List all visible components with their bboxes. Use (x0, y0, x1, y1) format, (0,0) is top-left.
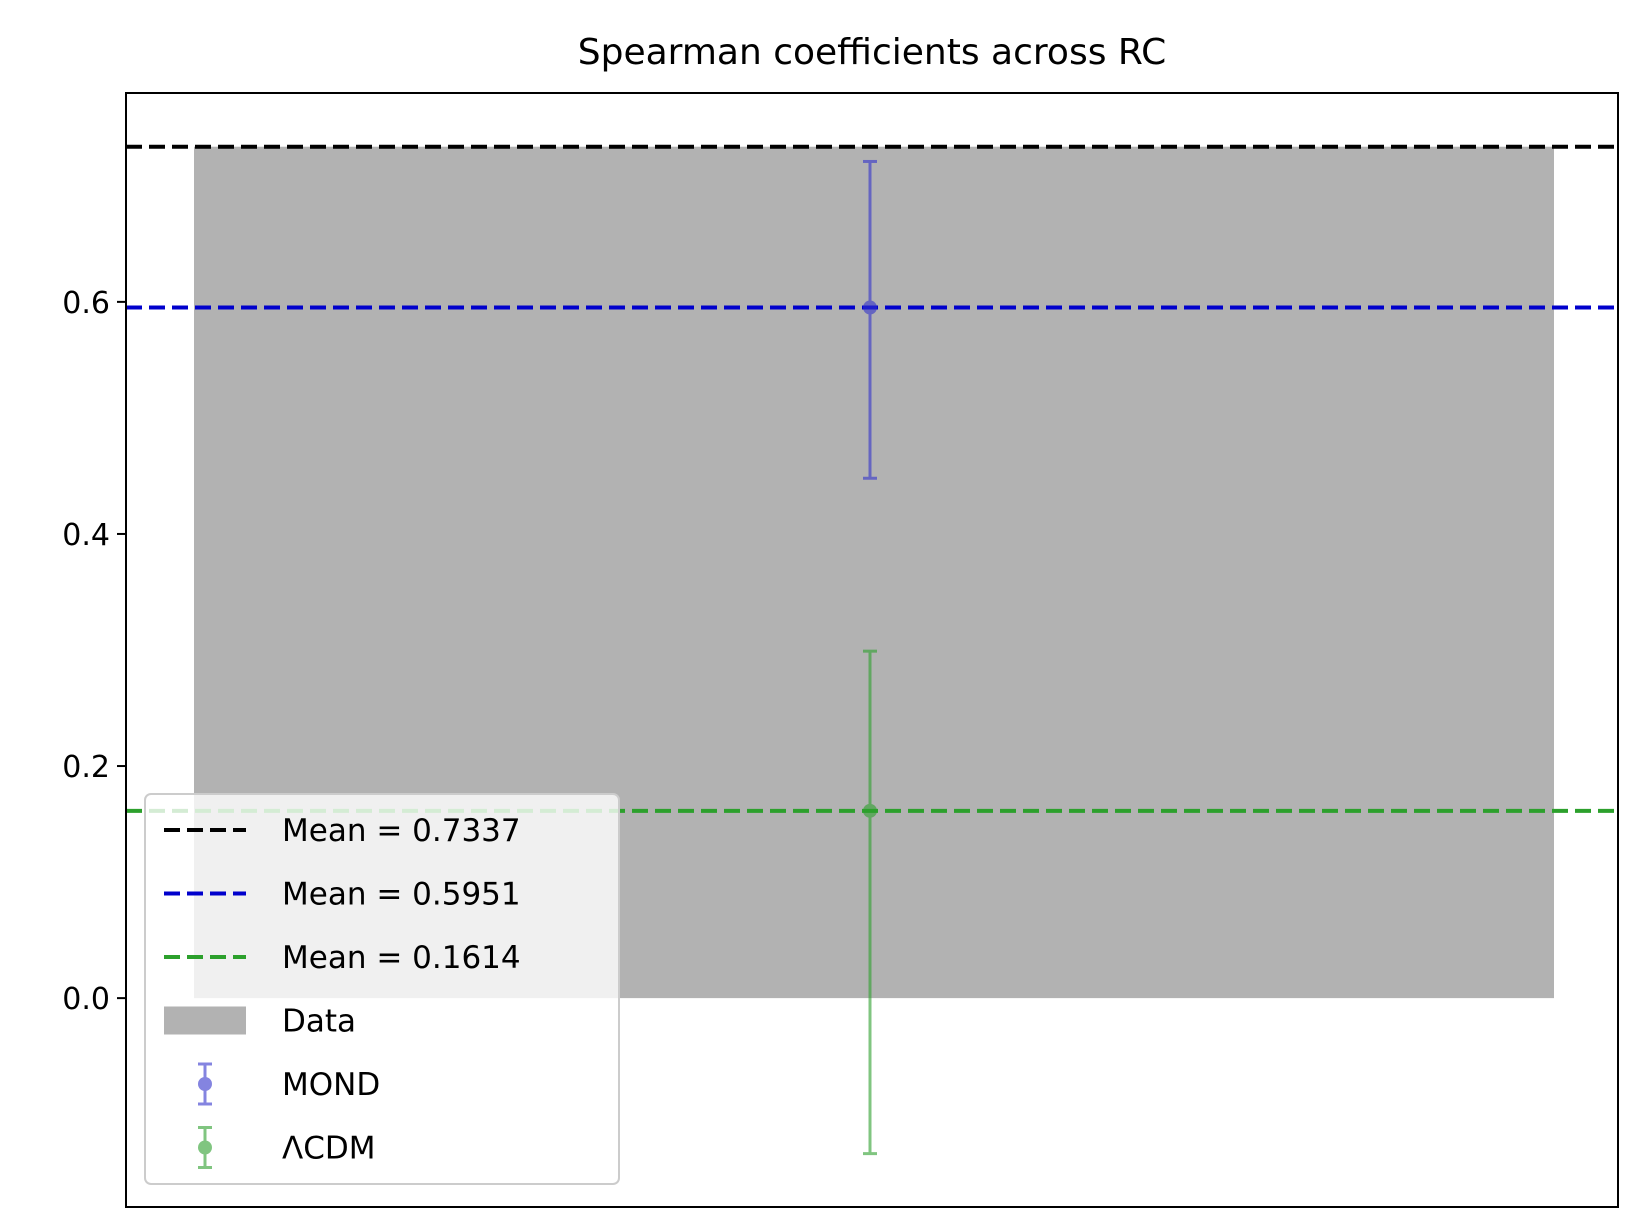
y-tick-label: 0.6 (62, 286, 110, 321)
y-axis: 0.0 0.2 0.4 0.6 (62, 286, 126, 1017)
svg-text:Mean = 0.7337: Mean = 0.7337 (282, 813, 521, 849)
y-tick-label: 0.2 (62, 750, 110, 785)
svg-text:ΛCDM: ΛCDM (282, 1131, 375, 1167)
svg-text:Mean = 0.1614: Mean = 0.1614 (282, 940, 521, 976)
legend: Mean = 0.7337 Mean = 0.5951 Mean = 0.1614 D… (144, 793, 620, 1185)
errorbar-cdm (863, 649, 877, 1156)
legend-item-data: Data (164, 1004, 356, 1040)
svg-text:MOND: MOND (282, 1067, 380, 1103)
y-tick-label: 0.4 (62, 518, 110, 553)
legend-item-mond: MOND (198, 1062, 380, 1106)
chart-title: Spearman coefficients across RC (578, 32, 1167, 73)
svg-text:Mean = 0.5951: Mean = 0.5951 (282, 877, 521, 913)
plot-frame (125, 92, 1619, 1208)
errorbar-mond (863, 159, 877, 480)
y-tick-label: 0.0 (62, 982, 110, 1017)
svg-text:Data: Data (282, 1004, 356, 1040)
legend-item-cdm: ΛCDM (198, 1126, 375, 1169)
legend-item-mean-0: Mean = 0.7337 (164, 813, 521, 849)
legend-item-mean-1: Mean = 0.5951 (164, 877, 521, 913)
legend-item-mean-2: Mean = 0.1614 (164, 940, 521, 976)
